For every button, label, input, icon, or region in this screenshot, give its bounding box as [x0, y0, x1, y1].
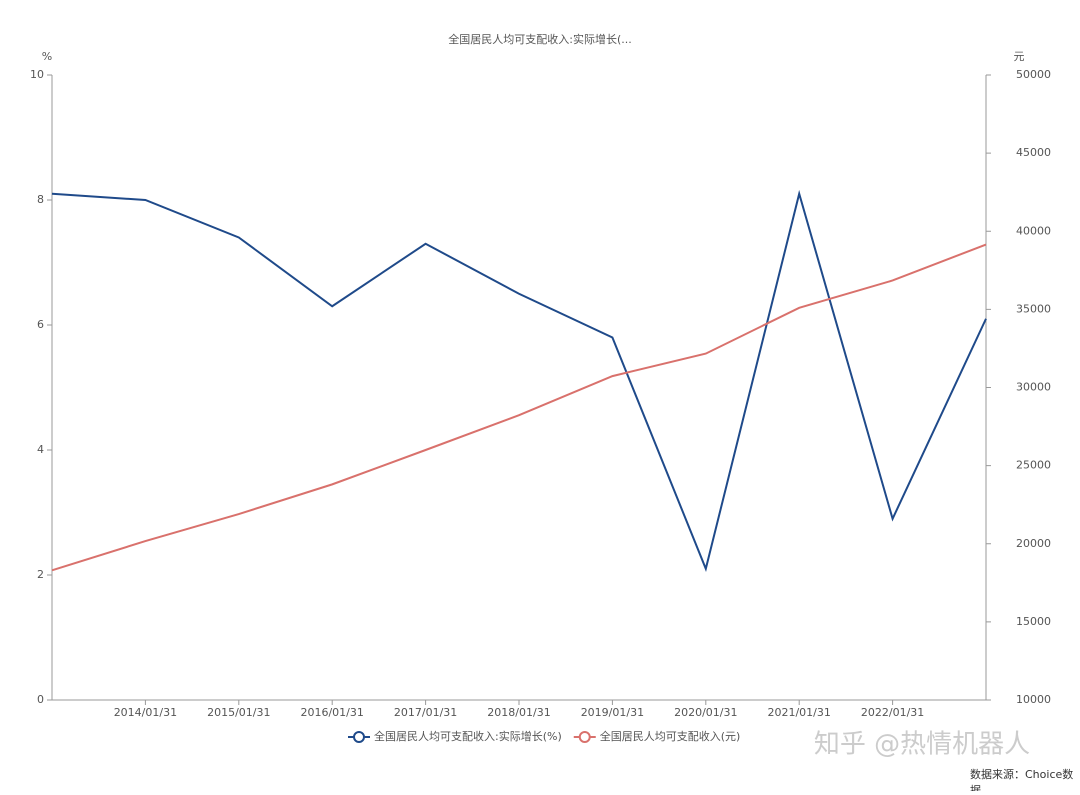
y-tick-label: 4 — [37, 443, 44, 456]
y2-tick-label: 50000 — [1016, 68, 1051, 81]
x-tick-label: 2014/01/31 — [114, 706, 177, 719]
y2-unit: 元 — [1014, 50, 1025, 63]
legend-label: 全国居民人均可支配收入:实际增长(%) — [374, 729, 562, 743]
x-tick-label: 2015/01/31 — [207, 706, 270, 719]
y-unit: % — [42, 50, 52, 63]
watermark: 知乎 @热情机器人 — [814, 730, 1030, 760]
x-tick-label: 2016/01/31 — [300, 706, 363, 719]
y2-tick-label: 10000 — [1016, 693, 1051, 706]
y-tick-label: 6 — [37, 318, 44, 331]
x-tick-label: 2020/01/31 — [674, 706, 737, 719]
y2-tick-label: 40000 — [1016, 224, 1051, 237]
y-tick-label: 10 — [30, 68, 44, 81]
x-tick-label: 2018/01/31 — [487, 706, 550, 719]
series-line — [51, 189, 987, 572]
y-tick-label: 8 — [37, 193, 44, 206]
y-tick-label: 2 — [37, 568, 44, 581]
chart-title: 全国居民人均可支配收入:实际增长(... — [448, 32, 632, 46]
legend-marker — [578, 731, 591, 743]
source: 数据来源：Choice数据 — [970, 768, 1074, 791]
x-tick-label: 2022/01/31 — [861, 706, 924, 719]
legend-label: 全国居民人均可支配收入(元) — [600, 729, 741, 743]
x-tick-label: 2019/01/31 — [581, 706, 644, 719]
y2-tick-label: 30000 — [1016, 381, 1051, 394]
x-tick-label: 2021/01/31 — [767, 706, 830, 719]
legend-marker — [353, 731, 365, 743]
y2-tick-label: 20000 — [1016, 537, 1051, 550]
y2-tick-label: 15000 — [1016, 615, 1051, 628]
y2-tick-label: 25000 — [1016, 459, 1051, 472]
y2-tick-label: 35000 — [1016, 302, 1051, 315]
x-tick-label: 2017/01/31 — [394, 706, 457, 719]
y-tick-label: 0 — [37, 693, 44, 706]
y2-tick-label: 45000 — [1016, 146, 1051, 159]
series-line — [51, 243, 987, 572]
